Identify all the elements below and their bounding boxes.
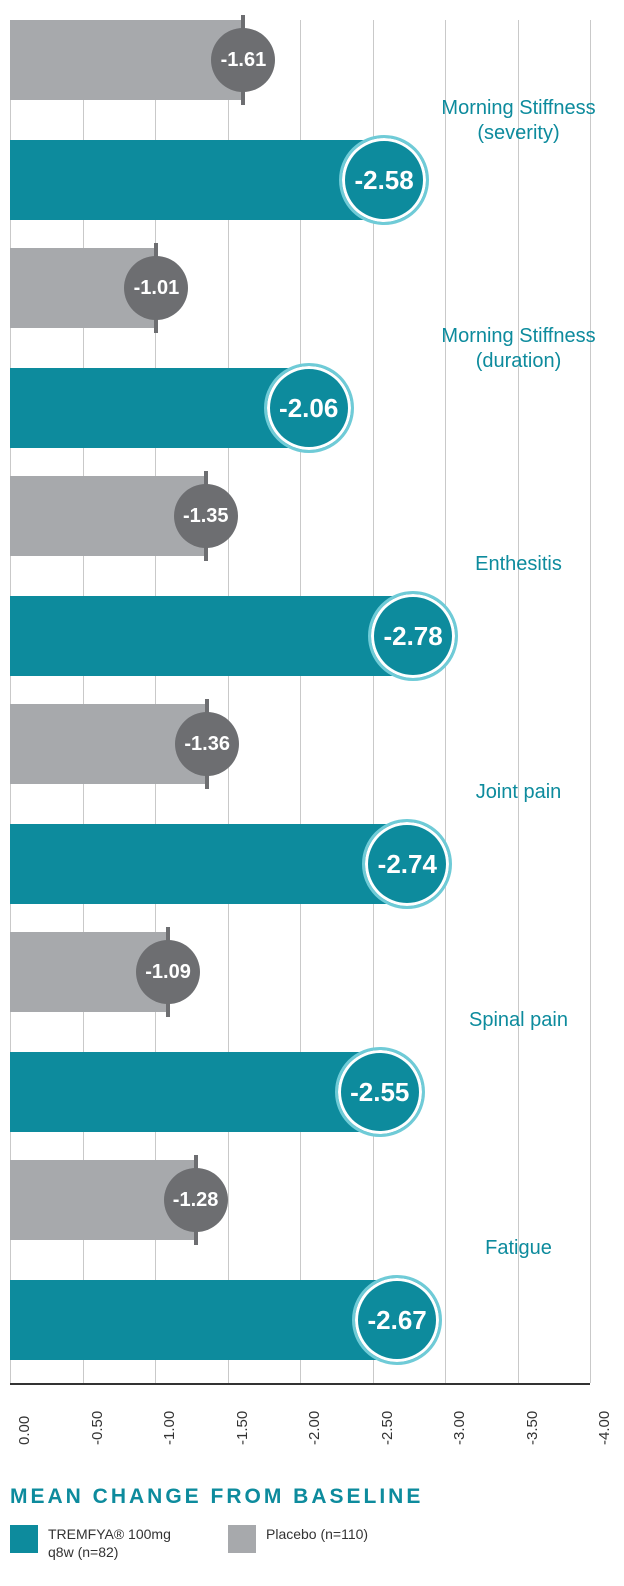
legend-swatch-placebo	[228, 1525, 256, 1553]
x-tick-label: -4.00	[596, 1411, 613, 1445]
category-label: Spinal pain	[421, 1008, 616, 1033]
x-tick-label: -2.50	[379, 1411, 396, 1445]
legend-label-treatment: TREMFYA® 100mg q8w (n=82)	[48, 1525, 188, 1561]
x-tick-label: -1.00	[161, 1411, 178, 1445]
grid-line	[590, 20, 591, 1383]
x-tick-label: -3.50	[524, 1411, 541, 1445]
category-label: Joint pain	[421, 780, 616, 805]
value-circle-placebo: -1.35	[174, 484, 238, 548]
mean-change-bar-chart: -1.61 -2.58 -1.01 -2.06 -1.35 -2.78 -1.36 -2.74…	[0, 0, 624, 1586]
grid-line	[518, 20, 519, 1383]
value-circle-treatment: -2.58	[339, 135, 429, 225]
grid-line	[373, 20, 374, 1383]
x-tick-label: 0.00	[16, 1416, 33, 1445]
legend-label-placebo: Placebo (n=110)	[266, 1525, 368, 1543]
x-tick-label: -2.00	[306, 1411, 323, 1445]
value-circle-placebo: -1.28	[164, 1168, 228, 1232]
value-circle-treatment: -2.74	[362, 819, 452, 909]
value-circle-treatment: -2.67	[352, 1275, 442, 1365]
grid-line	[445, 20, 446, 1383]
bar-placebo	[10, 20, 243, 100]
x-tick-label: -3.00	[451, 1411, 468, 1445]
value-circle-treatment: -2.55	[335, 1047, 425, 1137]
bar-treatment	[10, 596, 413, 676]
x-axis-title: MEAN CHANGE FROM BASELINE	[10, 1485, 423, 1509]
legend-item-placebo: Placebo (n=110)	[228, 1525, 368, 1553]
x-tick-label: -1.50	[234, 1411, 251, 1445]
category-label: Morning Stiffness (duration)	[421, 324, 616, 374]
value-circle-placebo: -1.09	[136, 940, 200, 1004]
legend-swatch-treatment	[10, 1525, 38, 1553]
value-circle-treatment: -2.06	[264, 363, 354, 453]
bar-treatment	[10, 140, 384, 220]
value-circle-placebo: -1.01	[124, 256, 188, 320]
value-circle-placebo: -1.61	[211, 28, 275, 92]
value-circle-placebo: -1.36	[175, 712, 239, 776]
bar-treatment	[10, 1280, 397, 1360]
grid-line	[228, 20, 229, 1383]
value-circle-treatment: -2.78	[368, 591, 458, 681]
x-tick-label: -0.50	[89, 1411, 106, 1445]
category-label: Fatigue	[421, 1236, 616, 1261]
bar-treatment	[10, 824, 407, 904]
category-label: Enthesitis	[421, 552, 616, 577]
plot-area: -1.61 -2.58 -1.01 -2.06 -1.35 -2.78 -1.36 -2.74…	[10, 20, 590, 1385]
grid-line	[300, 20, 301, 1383]
legend-item-treatment: TREMFYA® 100mg q8w (n=82)	[10, 1525, 188, 1561]
bar-treatment	[10, 1052, 380, 1132]
category-label: Morning Stiffness (severity)	[421, 96, 616, 146]
legend: TREMFYA® 100mg q8w (n=82) Placebo (n=110…	[10, 1525, 368, 1561]
